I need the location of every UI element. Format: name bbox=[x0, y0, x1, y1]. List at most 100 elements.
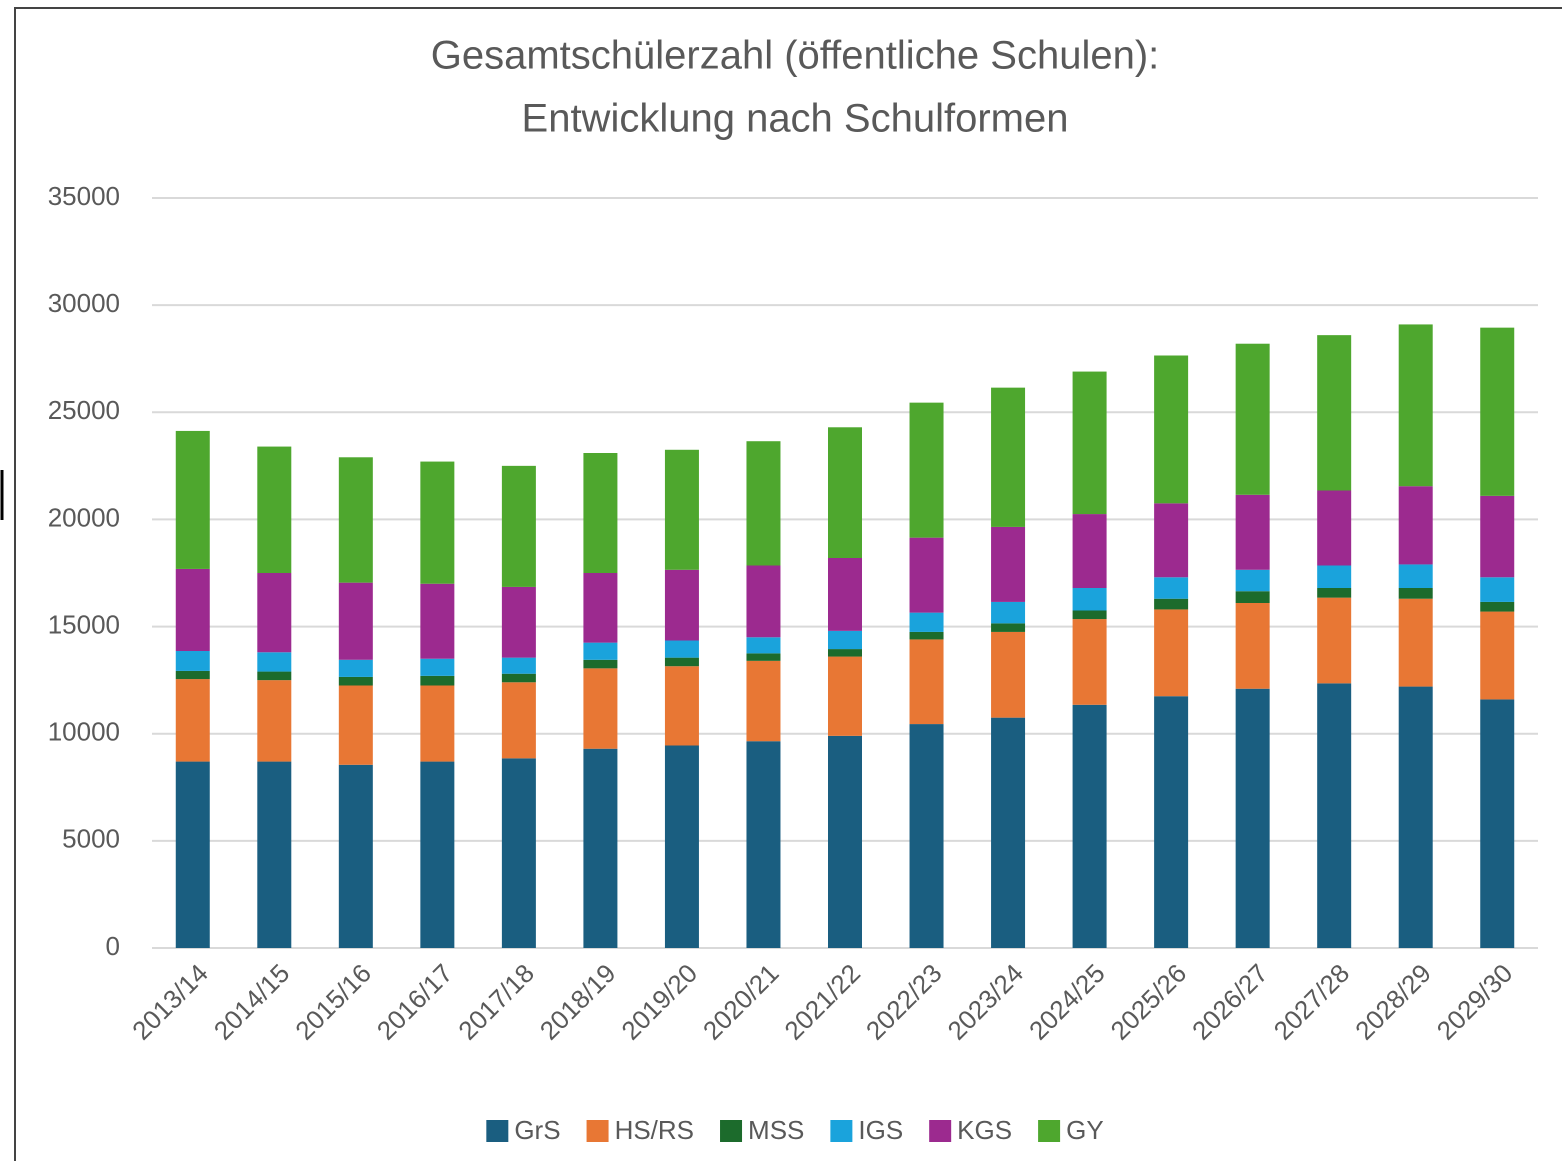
bar-segment bbox=[664, 640, 699, 658]
bar-segment bbox=[1317, 490, 1352, 566]
bar-segment bbox=[991, 387, 1026, 527]
x-tick-label: 2027/28 bbox=[1268, 958, 1356, 1046]
y-tick-label: 35000 bbox=[48, 181, 120, 211]
bar-segment bbox=[1154, 598, 1189, 610]
bar-segment bbox=[501, 586, 536, 658]
legend-swatch bbox=[720, 1120, 743, 1142]
bar-segment bbox=[909, 537, 944, 613]
bar-segment bbox=[1398, 324, 1433, 487]
bar-segment bbox=[1317, 335, 1352, 491]
x-tick-label: 2017/18 bbox=[452, 958, 540, 1046]
bar-segment bbox=[746, 660, 781, 742]
legend-swatch bbox=[929, 1120, 952, 1142]
bar-segment bbox=[338, 582, 373, 660]
bar-segment bbox=[1235, 591, 1270, 603]
x-tick-label: 2015/16 bbox=[289, 958, 377, 1046]
x-tick-label: 2025/26 bbox=[1105, 958, 1193, 1046]
bar-segment bbox=[175, 430, 210, 569]
bar-segment bbox=[746, 565, 781, 638]
legend-label: HS/RS bbox=[615, 1115, 694, 1145]
chart-frame bbox=[14, 7, 1562, 1161]
bar-segment bbox=[664, 449, 699, 570]
legend-swatch bbox=[830, 1120, 853, 1142]
bar-segment bbox=[1398, 588, 1433, 599]
bar-segment bbox=[1317, 565, 1352, 588]
x-tick-label: 2016/17 bbox=[371, 958, 459, 1046]
bar-segment bbox=[746, 741, 781, 948]
bar-segment bbox=[991, 623, 1026, 632]
bar-segment bbox=[828, 656, 862, 736]
chart-title: Entwicklung nach Schulformen bbox=[522, 97, 1069, 141]
bar-segment bbox=[257, 761, 292, 948]
bar-segment bbox=[1398, 598, 1433, 687]
bar-segment bbox=[991, 717, 1026, 948]
bar-segment bbox=[828, 735, 862, 948]
bar-segment bbox=[175, 761, 210, 948]
bar-segment bbox=[175, 651, 210, 671]
x-tick-label: 2024/25 bbox=[1023, 958, 1111, 1046]
bar-segment bbox=[583, 642, 618, 660]
bar-segment bbox=[338, 764, 373, 948]
bar-segment bbox=[257, 573, 292, 653]
bar-segment bbox=[1154, 355, 1189, 504]
bar-segment bbox=[1480, 611, 1515, 700]
bar-segment bbox=[909, 631, 944, 640]
bar-segment bbox=[338, 659, 373, 677]
bar-segment bbox=[501, 657, 536, 674]
bar-segment bbox=[583, 659, 618, 669]
bar-segment bbox=[1072, 619, 1107, 705]
bar-segment bbox=[583, 668, 618, 749]
bar-segment bbox=[909, 402, 944, 538]
bar-segment bbox=[909, 639, 944, 725]
bar-segment bbox=[1317, 588, 1352, 598]
x-tick-label: 2028/29 bbox=[1349, 958, 1437, 1046]
legend-label: MSS bbox=[748, 1115, 804, 1145]
bar-segment bbox=[420, 685, 455, 762]
y-tick-label: 15000 bbox=[48, 609, 120, 639]
bar-segment bbox=[583, 573, 618, 643]
bar-segment bbox=[828, 558, 862, 631]
bar-segment bbox=[828, 630, 862, 650]
bar-segment bbox=[1072, 371, 1107, 515]
bar-segment bbox=[501, 682, 536, 759]
x-tick-label: 2019/20 bbox=[615, 958, 703, 1046]
x-tick-label: 2020/21 bbox=[697, 958, 785, 1046]
y-tick-label: 30000 bbox=[48, 288, 120, 318]
bar-segment bbox=[1398, 486, 1433, 565]
bar-segment bbox=[1480, 327, 1515, 496]
legend-label: GY bbox=[1066, 1115, 1104, 1145]
bar-segment bbox=[175, 670, 210, 680]
bar-segment bbox=[1398, 564, 1433, 588]
bar-segment bbox=[1480, 699, 1515, 948]
legend-swatch bbox=[486, 1120, 509, 1142]
bar-segment bbox=[991, 631, 1026, 718]
bar-segment bbox=[420, 583, 455, 659]
y-tick-label: 25000 bbox=[48, 395, 120, 425]
bar-segment bbox=[1235, 688, 1270, 948]
bar-segment bbox=[1235, 569, 1270, 592]
bar-segment bbox=[583, 453, 618, 573]
bar-segment bbox=[828, 649, 862, 657]
bar-segment bbox=[420, 461, 455, 584]
bar-segment bbox=[257, 680, 292, 762]
bar-segment bbox=[1154, 503, 1189, 578]
bar-segment bbox=[1235, 343, 1270, 495]
bar-segment bbox=[1154, 609, 1189, 697]
bar-segment bbox=[338, 457, 373, 583]
bar-segment bbox=[746, 653, 781, 661]
legend-swatch bbox=[586, 1120, 609, 1142]
bar-segment bbox=[1072, 610, 1107, 620]
bar-segment bbox=[501, 465, 536, 587]
legend-label: GrS bbox=[514, 1115, 560, 1145]
x-tick-label: 2014/15 bbox=[208, 958, 296, 1046]
bar-segment bbox=[746, 441, 781, 566]
bar-segment bbox=[1154, 696, 1189, 948]
bar-segment bbox=[1317, 683, 1352, 948]
bar-segment bbox=[1398, 686, 1433, 948]
bar-segment bbox=[257, 446, 292, 573]
legend-label: KGS bbox=[957, 1115, 1012, 1145]
bar-segment bbox=[338, 676, 373, 686]
bar-segment bbox=[420, 675, 455, 686]
x-tick-label: 2029/30 bbox=[1431, 958, 1519, 1046]
